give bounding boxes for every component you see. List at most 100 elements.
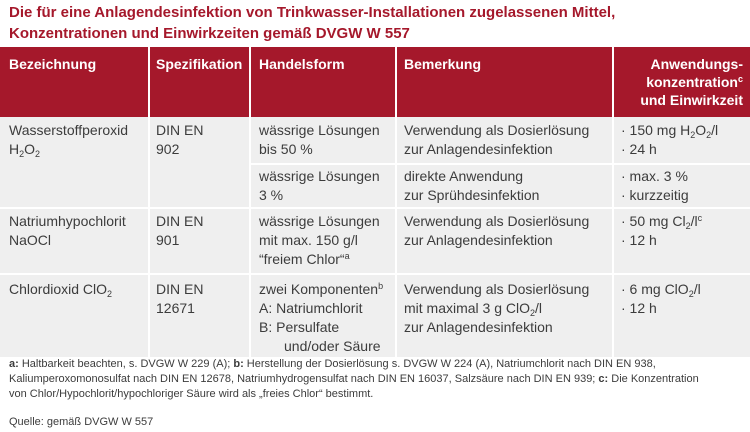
cell-line: zur Anlagendesinfektion [404, 232, 553, 248]
table-row-3-handelsform: zwei Komponentenb A: Natriumchlorit B: P… [259, 280, 383, 356]
cell-line: wässrige Lösungen [259, 213, 380, 229]
cell-line: zur Anlagendesinfektion [404, 141, 553, 157]
header-spezifikation: Spezifikation [156, 56, 243, 72]
column-divider [612, 47, 614, 357]
cell-line: · max. 3 % [621, 168, 688, 184]
cell-line: NaOCl [9, 232, 52, 248]
formula-sub: 2 [530, 308, 536, 318]
column-divider [249, 47, 251, 357]
cell-line: · 150 mg H2O2/l [621, 121, 718, 140]
formula-sub: 2 [688, 289, 694, 299]
column-divider [148, 47, 150, 357]
formula-part: mit maximal 3 g ClO [404, 300, 531, 316]
disinfection-table: Bezeichnung Spezifikation Handelsform Be… [0, 47, 750, 357]
footnote-marker: c [697, 213, 703, 223]
table-row-2-bemerkung: Verwendung als Dosierlösung zur Anlagend… [404, 212, 589, 250]
cell-line: mit maximal 3 g ClO2/l [404, 299, 589, 318]
header-anwendung-text: konzentration [646, 74, 738, 90]
source-note: Quelle: gemäß DVGW W 557 [9, 416, 154, 428]
cell-line: direkte Anwendung [404, 168, 524, 184]
formula-sub: 2 [107, 289, 113, 299]
cell-line: Chlordioxid ClO2 [9, 280, 112, 299]
cell-line: 3 % [259, 187, 284, 203]
table-header: Bezeichnung Spezifikation Handelsform Be… [0, 47, 750, 117]
cell-line: DIN EN [156, 122, 204, 138]
cell-line: wässrige Lösungen [259, 168, 380, 184]
cell-line: bis 50 % [259, 141, 313, 157]
cell-line: mit max. 150 g/l [259, 232, 358, 248]
table-row-2-handelsform: wässrige Lösungen mit max. 150 g/l “frei… [259, 212, 380, 269]
table-row-3-spezifikation: DIN EN 12671 [156, 280, 203, 318]
footnote-marker: a [344, 251, 350, 261]
formula-part: /l [693, 281, 701, 297]
cell-text: zwei Komponenten [259, 281, 379, 297]
cell-line: Verwendung als Dosierlösung [404, 213, 590, 229]
table-row-1-anwendung: · 150 mg H2O2/l · 24 h [621, 121, 718, 159]
table-row-2-bezeichnung: Natriumhypochlorit NaOCl [9, 212, 126, 250]
cell-line: “freiem Chlor“a [259, 250, 380, 269]
cell-line: DIN EN [156, 281, 204, 297]
cell-line: Verwendung als Dosierlösung [404, 122, 590, 138]
formula-sub: 2 [35, 149, 41, 159]
header-anwendung-line-2: konzentrationc [612, 73, 743, 91]
cell-line: · 12 h [621, 232, 657, 248]
table-row-1-spezifikation: DIN EN 902 [156, 121, 203, 159]
formula-part: Chlordioxid ClO [9, 281, 108, 297]
table-row-2-anwendung: · 50 mg Cl2/lc · 12 h [621, 212, 702, 250]
footnote-line-1: a: Haltbarkeit beachten, s. DVGW W 229 (… [9, 357, 744, 372]
cell-line: zwei Komponentenb [259, 280, 383, 299]
cell-line: · 6 mg ClO2/l [621, 280, 701, 299]
footnote-key-a: a: [9, 358, 19, 370]
formula-part: O [695, 122, 707, 138]
table-row-3-bezeichnung: Chlordioxid ClO2 [9, 280, 112, 299]
footnote-line-2: Kaliumperoxomonosulfat nach DIN EN 12678… [9, 372, 744, 387]
cell-line: · 24 h [621, 141, 657, 157]
cell-line: B: Persulfate [259, 319, 340, 335]
footnote-marker: b [378, 281, 384, 291]
cell-line: 12671 [156, 300, 195, 316]
formula-sub: 2 [706, 130, 712, 140]
formula-sub: 2 [19, 149, 25, 159]
cell-line: · kurzzeitig [621, 187, 689, 203]
header-handelsform: Handelsform [259, 56, 345, 72]
cell-line: und/oder Säure [284, 338, 381, 354]
formula-sub: 2 [685, 221, 691, 231]
header-anwendung-line-1: Anwendungs- [650, 56, 743, 72]
table-row-1-handelsform: wässrige Lösungen bis 50 % [259, 121, 380, 159]
formula-part: O [24, 141, 36, 157]
cell-line: 901 [156, 232, 180, 248]
cell-line: · 50 mg Cl2/lc [621, 212, 702, 231]
footnote-text-line-2: Kaliumperoxomonosulfat nach DIN EN 12678… [9, 373, 599, 385]
footnotes: a: Haltbarkeit beachten, s. DVGW W 229 (… [9, 357, 744, 402]
cell-line: · 12 h [621, 300, 657, 316]
cell-text: “freiem Chlor“ [259, 251, 345, 267]
title-line-2: Konzentrationen und Einwirkzeiten gemäß … [9, 25, 410, 42]
formula-part: · 6 mg ClO [621, 281, 689, 297]
table-row-1b-handelsform: wässrige Lösungen 3 % [259, 167, 380, 205]
table-row-1b-anwendung: · max. 3 % · kurzzeitig [621, 167, 689, 205]
footnote-text-a: Haltbarkeit beachten, s. DVGW W 229 (A); [18, 358, 234, 370]
cell-line: wässrige Lösungen [259, 122, 380, 138]
table-row-2-spezifikation: DIN EN 901 [156, 212, 203, 250]
footnote-text-b: Herstellung der Dosierlösung s. DVGW W 2… [243, 358, 656, 370]
cell-line: 902 [156, 141, 180, 157]
footnote-text-c: Die Konzentration [608, 373, 699, 385]
cell-line: zur Sprühdesinfektion [404, 187, 540, 203]
cell-line: DIN EN [156, 213, 204, 229]
footnote-key-b: b: [233, 358, 244, 370]
footnote-key-c: c: [598, 373, 609, 385]
formula-part: /l [690, 213, 698, 229]
cell-line: A: Natriumchlorit [259, 300, 363, 316]
table-row-3-bemerkung: Verwendung als Dosierlösung mit maximal … [404, 280, 589, 337]
row-divider [0, 207, 750, 209]
header-bezeichnung: Bezeichnung [9, 56, 97, 72]
row-divider [0, 273, 750, 275]
formula-part: · 150 mg H [621, 122, 691, 138]
cell-line: Wasserstoffperoxid [9, 122, 129, 138]
formula-part: /l [711, 122, 719, 138]
header-anwendung-sup: c [737, 74, 743, 84]
column-divider [395, 47, 397, 357]
page-title: Die für eine Anlagendesinfektion von Tri… [9, 2, 739, 44]
header-anwendung-line-3: und Einwirkzeit [640, 92, 743, 108]
